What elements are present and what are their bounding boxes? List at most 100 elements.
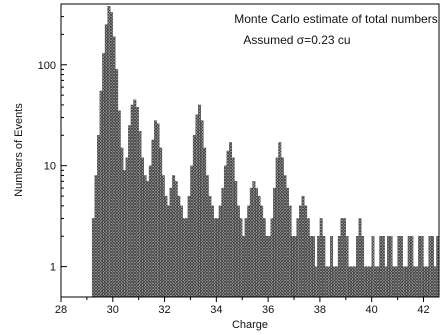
- bar: [141, 157, 144, 298]
- plot-frame: [60, 3, 440, 298]
- bar: [257, 195, 261, 298]
- x-tick-label: 36: [262, 304, 274, 316]
- bar: [358, 218, 362, 298]
- bar: [255, 187, 258, 298]
- bar: [309, 236, 313, 298]
- bar: [405, 266, 409, 298]
- bar: [423, 266, 427, 298]
- bar: [115, 69, 119, 298]
- bar: [104, 24, 108, 298]
- bar: [425, 266, 429, 298]
- bar: [291, 236, 295, 298]
- bar: [164, 195, 168, 298]
- bar: [314, 266, 318, 298]
- bar: [218, 205, 222, 298]
- bar: [156, 123, 160, 298]
- bar: [125, 157, 129, 298]
- bar: [172, 175, 176, 298]
- bar: [273, 187, 277, 298]
- bar: [154, 120, 157, 298]
- bar: [146, 181, 150, 298]
- bar: [392, 266, 396, 298]
- bar: [223, 165, 227, 298]
- bar: [229, 142, 233, 298]
- bar: [311, 236, 315, 298]
- bar: [410, 236, 414, 298]
- bar: [182, 218, 186, 298]
- bar: [161, 175, 165, 298]
- bar: [122, 170, 126, 298]
- bar: [433, 266, 437, 298]
- y-tick-label: 1: [50, 262, 56, 274]
- bar: [322, 236, 326, 298]
- x-tick-label: 38: [314, 304, 326, 316]
- bar: [102, 53, 106, 298]
- bar: [260, 205, 264, 298]
- bar: [332, 266, 336, 298]
- bar: [110, 12, 113, 298]
- bar: [221, 187, 225, 298]
- bar: [216, 218, 220, 298]
- bar: [384, 266, 388, 298]
- y-axis: 1 10 100: [38, 3, 67, 274]
- bar: [296, 218, 300, 298]
- bar: [236, 205, 240, 298]
- bar: [275, 157, 279, 298]
- bar: [345, 236, 349, 298]
- bar: [138, 130, 142, 298]
- bar: [306, 218, 310, 298]
- bar: [371, 236, 375, 298]
- bar: [278, 142, 282, 298]
- bar: [418, 236, 422, 298]
- bar: [94, 175, 98, 298]
- x-axis-label: Charge: [232, 319, 268, 331]
- annotation-sigma: Assumed σ=0.23 cu: [243, 33, 350, 47]
- bar: [317, 236, 321, 298]
- bar: [159, 147, 163, 298]
- x-tick-label: 32: [158, 304, 170, 316]
- bar: [185, 218, 189, 298]
- bar: [97, 135, 100, 298]
- bar: [130, 104, 134, 298]
- bar: [174, 181, 178, 298]
- bar: [348, 266, 352, 298]
- bar: [379, 236, 383, 298]
- x-tick-label: 42: [417, 304, 429, 316]
- bar: [239, 218, 243, 298]
- bar: [330, 236, 334, 298]
- bar: [286, 187, 289, 298]
- bar: [340, 218, 344, 298]
- bar: [252, 181, 256, 298]
- bar: [420, 236, 424, 298]
- bar: [301, 195, 305, 298]
- bar: [363, 266, 367, 298]
- bar: [402, 266, 406, 298]
- bar: [133, 99, 137, 298]
- bar: [143, 175, 147, 298]
- bar: [366, 266, 370, 298]
- bar: [99, 90, 103, 298]
- bar: [293, 236, 297, 298]
- bar: [319, 218, 323, 298]
- bar: [151, 139, 155, 298]
- bar: [234, 181, 238, 298]
- bar: [198, 104, 201, 298]
- bar: [337, 236, 341, 298]
- bar: [361, 236, 365, 298]
- bar: [249, 187, 253, 298]
- bar: [288, 205, 292, 298]
- bar: [431, 236, 434, 298]
- bar: [169, 187, 173, 298]
- x-tick-label: 28: [55, 304, 67, 316]
- bar: [91, 218, 95, 298]
- bar: [394, 266, 398, 298]
- bar: [324, 266, 328, 298]
- bar: [283, 175, 287, 298]
- y-tick-label: 10: [44, 161, 56, 173]
- y-tick-label: 100: [38, 60, 56, 72]
- bar: [205, 175, 209, 298]
- bar: [112, 36, 116, 298]
- bar: [270, 218, 274, 298]
- bar: [262, 218, 266, 298]
